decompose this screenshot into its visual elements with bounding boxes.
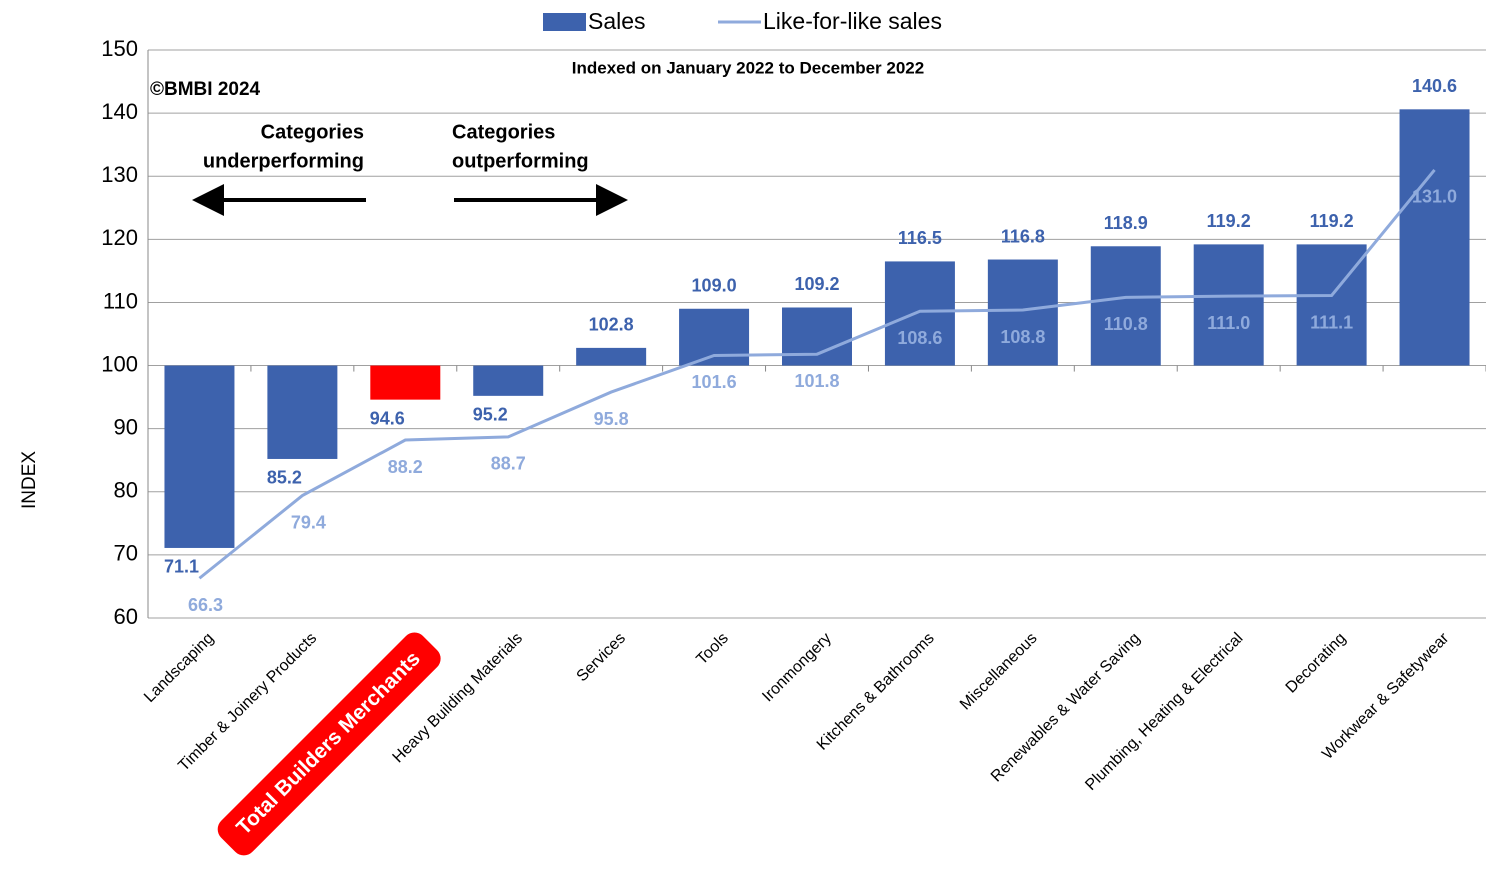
bar: [576, 347, 647, 366]
bar: [1193, 244, 1264, 366]
data-label: 119.2: [1310, 211, 1354, 231]
y-tick-label: 150: [101, 36, 138, 61]
bar: [267, 365, 338, 459]
x-tick-group: Kitchens & Bathrooms: [814, 630, 938, 754]
y-tick-label: 140: [101, 99, 138, 124]
legend-label: Sales: [588, 8, 646, 34]
arrow-label: Categories: [452, 121, 555, 143]
bar: [987, 259, 1058, 366]
bar: [782, 307, 852, 366]
x-tick-label: Miscellaneous: [957, 630, 1041, 714]
line-label: 101.6: [692, 372, 737, 392]
arrow-label: underperforming: [203, 150, 364, 172]
data-label: 71.1: [164, 557, 199, 577]
y-tick-label: 120: [101, 225, 138, 250]
highlight-box: [217, 632, 441, 856]
line-label: 110.8: [1104, 314, 1148, 334]
bar: [1296, 244, 1367, 366]
bar: [884, 261, 955, 366]
x-tick-label: Kitchens & Bathrooms: [814, 630, 938, 754]
line-label: 95.8: [594, 409, 629, 429]
data-label: 116.5: [898, 228, 942, 248]
line-label: 88.2: [388, 457, 423, 477]
line: [198, 168, 1436, 580]
x-tick-group: Ironmongery: [759, 630, 835, 706]
legend: Sales Like-for-like sales: [543, 8, 942, 34]
data-label: 94.6: [370, 408, 405, 428]
y-tick-label: 110: [103, 288, 138, 313]
data-label: 102.8: [589, 315, 634, 335]
data-label: 85.2: [267, 468, 302, 488]
y-tick-label: 130: [101, 162, 138, 187]
subtitle: Indexed on January 2022 to December 2022: [572, 58, 924, 77]
line-label: 88.7: [491, 454, 526, 474]
data-label: 109.0: [692, 276, 737, 296]
data-label: 95.2: [473, 405, 508, 425]
y-tick-label: 70: [114, 541, 138, 566]
x-tick-label: Landscaping: [141, 630, 217, 706]
y-tick-label: 90: [114, 414, 138, 439]
data-label: 140.6: [1412, 76, 1457, 96]
line-label: 131.0: [1412, 187, 1457, 207]
legend-swatch: [543, 13, 586, 31]
x-tick-label: Ironmongery: [759, 630, 835, 706]
line-label: 79.4: [291, 512, 326, 532]
line-label: 108.8: [1000, 327, 1045, 347]
bar: [164, 365, 235, 548]
copyright: ©BMBI 2024: [150, 79, 261, 100]
data-label: 118.9: [1104, 213, 1148, 233]
x-tick-label: Decorating: [1283, 630, 1350, 697]
y-tick-label: 60: [114, 604, 138, 629]
bar: [473, 365, 544, 396]
arrow-label: Categories: [261, 121, 364, 143]
x-tick-group: Services: [574, 630, 629, 685]
line-label: 66.3: [188, 595, 223, 615]
y-axis-label: INDEX: [19, 451, 40, 509]
line-label: 111.0: [1207, 313, 1250, 333]
x-tick-label: Tools: [693, 630, 731, 668]
x-tick-group: Miscellaneous: [957, 630, 1041, 714]
x-tick-group: Landscaping: [141, 630, 217, 706]
bar: [1090, 246, 1161, 366]
bar: [370, 365, 441, 400]
x-tick-group: Tools: [693, 630, 731, 668]
line-label: 108.6: [897, 328, 942, 348]
x-tick-group: Decorating: [1283, 630, 1350, 697]
y-tick-label: 80: [114, 478, 138, 503]
arrow-label: outperforming: [452, 150, 589, 172]
line-label: 101.8: [794, 371, 839, 391]
y-tick-label: 100: [101, 351, 138, 376]
data-label: 116.8: [1001, 226, 1045, 246]
bar: [1399, 109, 1470, 366]
legend-label: Like-for-like sales: [763, 8, 942, 34]
x-tick-label: Services: [574, 630, 629, 685]
data-label: 119.2: [1207, 211, 1251, 231]
line-label: 111.1: [1310, 312, 1353, 332]
data-label: 109.2: [794, 274, 839, 294]
